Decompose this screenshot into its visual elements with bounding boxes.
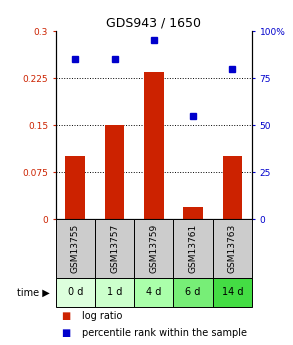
Bar xyxy=(105,125,124,219)
Bar xyxy=(173,278,213,307)
Bar xyxy=(95,278,134,307)
Title: GDS943 / 1650: GDS943 / 1650 xyxy=(106,17,201,30)
Bar xyxy=(223,156,242,219)
Text: GSM13755: GSM13755 xyxy=(71,224,80,273)
Text: 4 d: 4 d xyxy=(146,287,161,297)
Bar xyxy=(56,219,95,278)
Text: time ▶: time ▶ xyxy=(17,287,50,297)
Text: 6 d: 6 d xyxy=(185,287,201,297)
Text: ■: ■ xyxy=(62,328,71,338)
Bar xyxy=(144,72,163,219)
Text: percentile rank within the sample: percentile rank within the sample xyxy=(82,328,247,338)
Bar xyxy=(134,278,173,307)
Text: 1 d: 1 d xyxy=(107,287,122,297)
Bar xyxy=(213,219,252,278)
Bar xyxy=(66,156,85,219)
Bar xyxy=(173,219,213,278)
Bar xyxy=(56,278,95,307)
Text: 14 d: 14 d xyxy=(222,287,243,297)
Bar xyxy=(95,219,134,278)
Text: GSM13763: GSM13763 xyxy=(228,224,237,273)
Text: GSM13761: GSM13761 xyxy=(189,224,197,273)
Bar xyxy=(183,207,203,219)
Bar xyxy=(134,219,173,278)
Bar xyxy=(213,278,252,307)
Text: GSM13757: GSM13757 xyxy=(110,224,119,273)
Text: 0 d: 0 d xyxy=(68,287,83,297)
Text: log ratio: log ratio xyxy=(82,311,122,321)
Text: ■: ■ xyxy=(62,311,71,321)
Text: GSM13759: GSM13759 xyxy=(149,224,158,273)
